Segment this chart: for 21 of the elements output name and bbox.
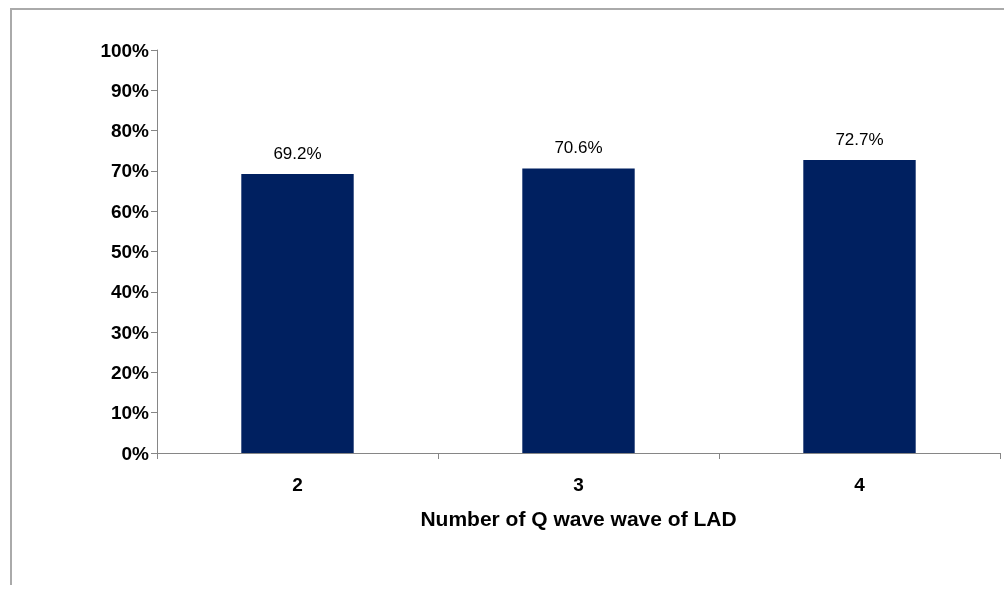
y-tick-label: 40% <box>110 281 150 303</box>
y-tick-label: 70% <box>110 160 150 182</box>
y-tick-label: 30% <box>110 321 150 343</box>
y-tick-label: 90% <box>110 79 150 101</box>
x-tick-label: 4 <box>854 474 866 495</box>
data-label: 70.6% <box>554 138 603 158</box>
x-tick-label: 2 <box>292 474 303 495</box>
bar <box>522 168 635 453</box>
bar <box>803 160 916 453</box>
y-tick-label: 10% <box>110 402 150 424</box>
y-tick-label: 100% <box>100 39 150 61</box>
y-tick-label: 50% <box>110 241 150 262</box>
bar <box>241 174 354 453</box>
y-tick-label: 0% <box>121 442 150 464</box>
y-tick-label: 60% <box>110 200 150 222</box>
data-label: 69.2% <box>273 144 322 164</box>
x-tick-label: 3 <box>573 474 584 495</box>
y-tick-label: 20% <box>110 361 150 383</box>
data-label: 72.7% <box>835 130 884 150</box>
x-axis-title: Number of Q wave wave of LAD <box>420 507 737 530</box>
y-tick-label: 80% <box>110 120 150 142</box>
